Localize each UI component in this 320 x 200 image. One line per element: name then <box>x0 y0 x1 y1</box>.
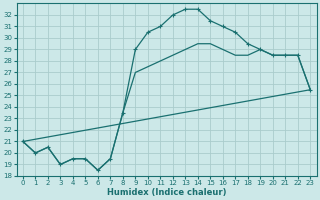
X-axis label: Humidex (Indice chaleur): Humidex (Indice chaleur) <box>107 188 226 197</box>
